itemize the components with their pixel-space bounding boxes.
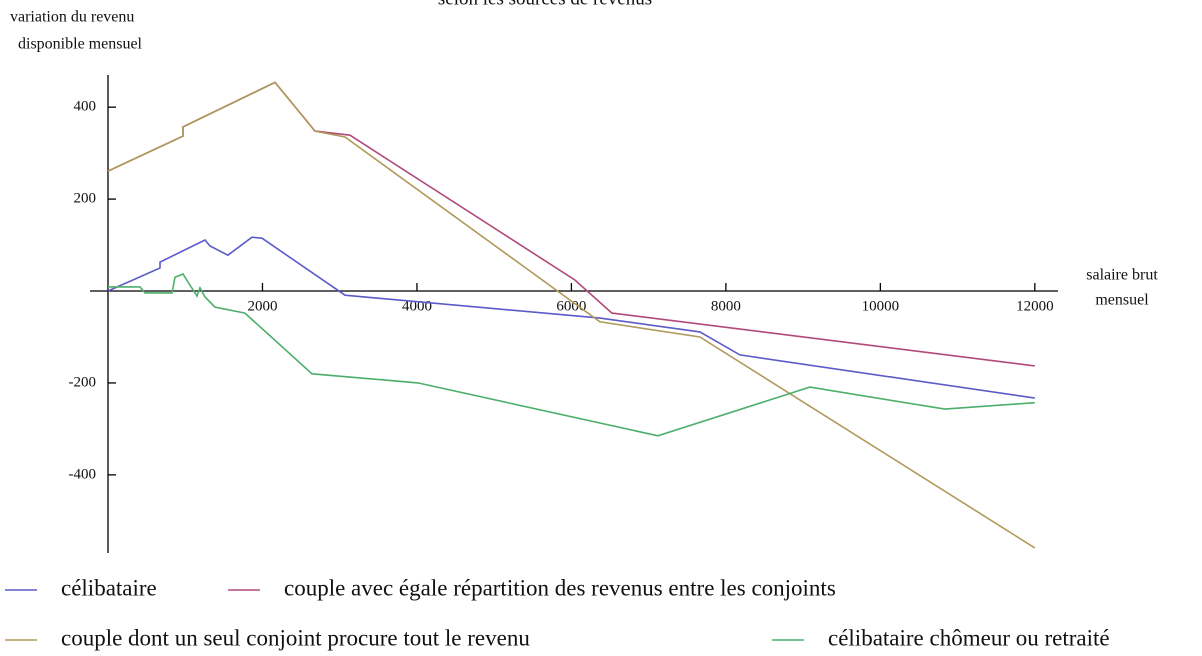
y-axis-label: disponible mensuel	[18, 36, 143, 53]
y-axis-label: variation du revenu	[10, 9, 134, 26]
y-tick-label: 400	[74, 99, 97, 115]
series-line	[107, 81, 1036, 549]
x-tick-label: 8000	[711, 298, 741, 314]
series-line	[107, 236, 1035, 399]
y-tick-label: 200	[74, 191, 97, 207]
y-tick-label: -400	[69, 466, 97, 482]
legend-label: célibataire chômeur ou retraité	[828, 625, 1110, 650]
x-tick-label: 2000	[247, 298, 277, 314]
x-axis-label: mensuel	[1095, 292, 1149, 309]
series-line	[107, 81, 1035, 367]
series-line	[108, 273, 1035, 437]
y-tick-label: -200	[69, 374, 97, 390]
legend-label: couple avec égale répartition des revenu…	[284, 575, 836, 600]
x-tick-label: 12000	[1016, 298, 1054, 314]
x-tick-label: 10000	[862, 298, 900, 314]
x-axis-label: salaire brut	[1086, 267, 1158, 284]
legend-label: couple dont un seul conjoint procure tou…	[61, 625, 530, 650]
x-tick-label: 6000	[556, 298, 586, 314]
chart-title: selon les sources de revenus	[438, 0, 652, 9]
legend-label: célibataire	[61, 575, 157, 600]
